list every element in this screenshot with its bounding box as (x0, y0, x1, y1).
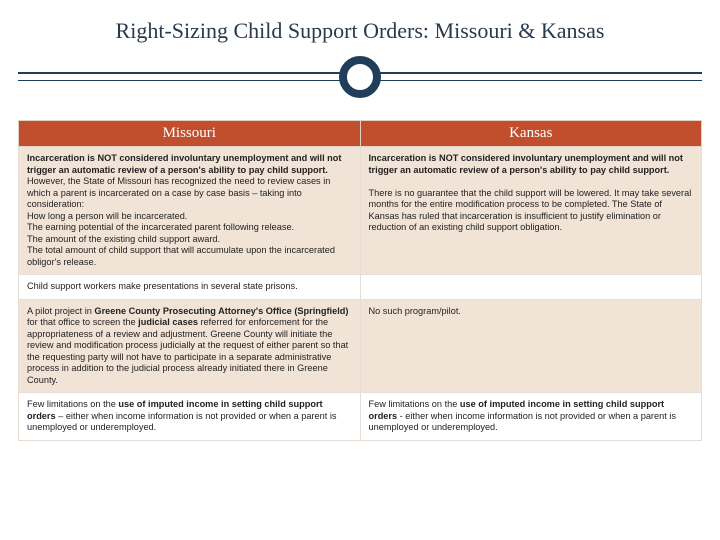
cell-kansas: No such program/pilot. (360, 299, 702, 393)
col-header-missouri: Missouri (19, 121, 361, 147)
cell-missouri: Few limitations on the use of imputed in… (19, 393, 361, 441)
ring-icon (339, 56, 381, 98)
slide: Right-Sizing Child Support Orders: Misso… (0, 0, 720, 540)
cell-missouri: A pilot project in Greene County Prosecu… (19, 299, 361, 393)
table-row: A pilot project in Greene County Prosecu… (19, 299, 702, 393)
table-row: Few limitations on the use of imputed in… (19, 393, 702, 441)
slide-title: Right-Sizing Child Support Orders: Misso… (0, 0, 720, 50)
table-body: Incarceration is NOT considered involunt… (19, 147, 702, 441)
title-decoration (18, 50, 702, 120)
cell-kansas (360, 275, 702, 300)
cell-missouri: Child support workers make presentations… (19, 275, 361, 300)
table-header-row: Missouri Kansas (19, 121, 702, 147)
comparison-table: Missouri Kansas Incarceration is NOT con… (18, 120, 702, 441)
table-row: Incarceration is NOT considered involunt… (19, 147, 702, 275)
col-header-kansas: Kansas (360, 121, 702, 147)
cell-kansas: Few limitations on the use of imputed in… (360, 393, 702, 441)
table-row: Child support workers make presentations… (19, 275, 702, 300)
cell-kansas: Incarceration is NOT considered involunt… (360, 147, 702, 275)
cell-missouri: Incarceration is NOT considered involunt… (19, 147, 361, 275)
